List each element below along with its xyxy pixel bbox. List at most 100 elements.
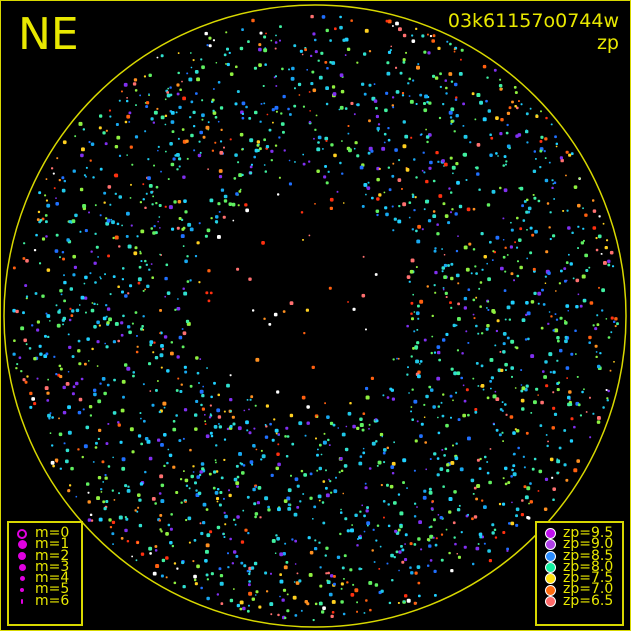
star-point (434, 543, 438, 547)
star-point (105, 129, 108, 132)
star-point (338, 471, 341, 474)
star-point (99, 382, 102, 385)
star-point (18, 356, 22, 359)
star-point (398, 205, 401, 208)
star-point (213, 425, 218, 429)
star-point (462, 125, 465, 127)
star-point (334, 27, 337, 31)
star-point (171, 227, 175, 231)
star-point (36, 320, 40, 324)
star-point (421, 169, 424, 172)
star-point (212, 39, 215, 42)
star-point (489, 448, 492, 450)
star-point (499, 408, 503, 411)
star-point (157, 380, 159, 382)
star-point (258, 147, 262, 151)
star-point (181, 128, 185, 131)
star-point (154, 502, 157, 505)
star-point (415, 103, 418, 105)
star-point (439, 72, 442, 76)
star-point (231, 562, 234, 565)
star-point (457, 418, 461, 421)
star-point (387, 503, 390, 506)
star-point (266, 590, 269, 593)
star-point (67, 405, 71, 410)
star-point (349, 402, 352, 405)
star-point (107, 465, 111, 468)
star-point (33, 357, 37, 361)
star-point (31, 324, 34, 327)
star-point (368, 423, 371, 426)
star-point (537, 490, 540, 492)
star-point (228, 202, 233, 206)
star-point (450, 80, 454, 83)
star-point (112, 236, 115, 240)
star-point (581, 390, 584, 394)
star-point (510, 475, 513, 478)
star-point (67, 489, 71, 493)
star-point (258, 63, 262, 67)
star-point (314, 128, 317, 131)
star-point (375, 209, 380, 213)
star-point (159, 353, 164, 358)
star-point (563, 429, 567, 432)
star-point (55, 233, 59, 237)
star-point (142, 290, 145, 292)
star-point (201, 467, 205, 471)
star-point (201, 118, 204, 121)
star-point (381, 435, 383, 438)
star-point (309, 110, 311, 112)
star-point (478, 188, 481, 191)
star-point (446, 469, 450, 473)
star-point (215, 470, 219, 473)
star-point (552, 370, 556, 374)
star-point (92, 176, 95, 179)
star-point (188, 487, 191, 490)
star-point (551, 476, 554, 479)
star-point (482, 64, 487, 69)
star-point (341, 432, 346, 437)
star-point (493, 423, 495, 426)
star-point (177, 200, 182, 204)
star-point (379, 432, 384, 437)
star-point (144, 259, 147, 263)
star-point (558, 446, 562, 450)
star-point (108, 109, 111, 112)
star-point (437, 405, 440, 408)
star-point (454, 542, 457, 546)
star-point (613, 320, 616, 323)
star-point (441, 270, 444, 273)
star-point (557, 339, 560, 343)
zp-legend: zp=9.5 zp=9.0 zp=8.5 zp=8.0 zp=7.5 zp=7.0 zp=6… (535, 521, 624, 626)
star-point (376, 197, 380, 201)
star-point (474, 265, 477, 268)
star-point (152, 195, 154, 198)
star-point (283, 499, 288, 503)
star-point (329, 421, 334, 426)
star-point (90, 250, 93, 253)
star-point (24, 380, 28, 384)
star-point (436, 232, 440, 236)
star-point (565, 304, 570, 308)
star-point (131, 450, 135, 454)
star-point (284, 616, 287, 620)
star-point (89, 272, 92, 275)
star-point (277, 462, 281, 467)
star-point (473, 515, 478, 519)
star-point (407, 366, 409, 369)
star-point (517, 446, 520, 450)
star-point (503, 188, 508, 193)
star-point (502, 164, 505, 167)
star-point (73, 265, 77, 269)
star-point (248, 117, 252, 120)
star-point (141, 325, 144, 328)
star-point (580, 241, 584, 245)
star-point (205, 508, 209, 511)
star-point (279, 39, 281, 42)
star-point (413, 601, 417, 605)
star-point (531, 233, 535, 237)
star-point (322, 521, 326, 525)
star-point (425, 135, 430, 139)
star-point (413, 543, 417, 546)
star-point (539, 149, 543, 153)
